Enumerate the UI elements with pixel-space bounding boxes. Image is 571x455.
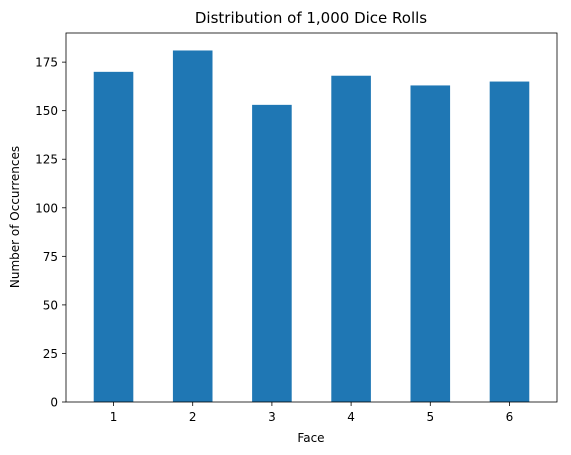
bar-2 [172,50,213,403]
bar-3 [252,104,292,402]
y-axis-label: Number of Occurrences [8,146,22,288]
y-tick-label: 100 [35,201,58,215]
x-axis-label: Face [297,431,324,445]
y-tick-label: 50 [43,298,58,312]
y-tick-label: 0 [50,396,58,410]
y-tick-label: 125 [35,153,58,167]
x-tick-label: 4 [347,410,355,424]
bar-5 [410,85,451,403]
axes-frame [65,32,558,403]
x-tick-label: 1 [110,410,118,424]
x-tick-label: 5 [426,410,434,424]
y-tick-label: 25 [43,347,58,361]
bar-6 [489,81,530,402]
bar-1 [93,71,134,402]
y-tick-label: 150 [35,104,58,118]
x-tick-label: 3 [268,410,276,424]
x-tick-label: 2 [189,410,197,424]
y-tick-label: 175 [35,56,58,70]
bar-4 [331,75,371,402]
x-tick-label: 6 [506,410,514,424]
chart-title: Distribution of 1,000 Dice Rolls [195,9,427,27]
y-tick-label: 75 [43,250,58,264]
plot-area: 1 2 3 4 5 6 0 25 50 75 100 125 150 175 [35,32,558,424]
